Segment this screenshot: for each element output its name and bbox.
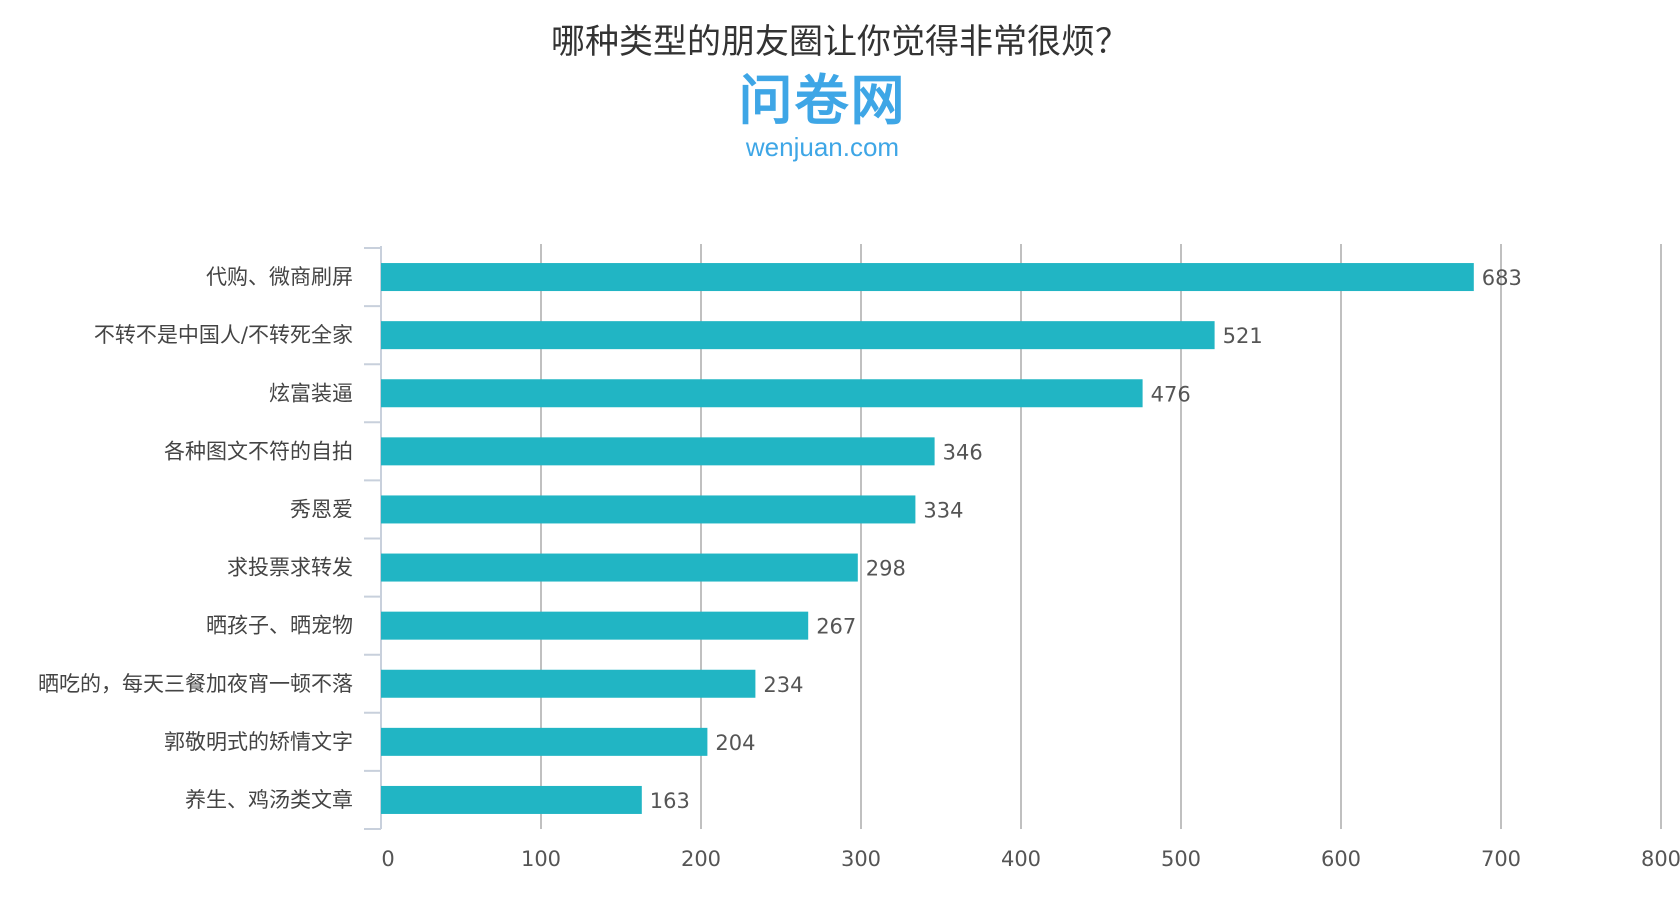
x-tick-label: 100 bbox=[521, 847, 561, 871]
x-tick-label: 700 bbox=[1481, 847, 1521, 871]
category-label: 各种图文不符的自拍 bbox=[164, 439, 353, 463]
bar bbox=[381, 611, 809, 640]
bar bbox=[381, 785, 642, 814]
bar bbox=[381, 437, 935, 466]
data-label: 476 bbox=[1151, 382, 1191, 406]
bar bbox=[381, 669, 756, 698]
x-tick-label: 600 bbox=[1321, 847, 1361, 871]
category-label: 代购、微商刷屏 bbox=[206, 265, 353, 289]
bar bbox=[381, 263, 1474, 292]
x-tick-label: 0 bbox=[381, 847, 394, 871]
chart-title: 哪种类型的朋友圈让你觉得非常很烦？ bbox=[551, 22, 1129, 62]
x-tick-label: 400 bbox=[1001, 847, 1041, 871]
data-label: 334 bbox=[923, 498, 963, 522]
bar bbox=[381, 553, 858, 582]
data-label: 298 bbox=[866, 557, 906, 581]
data-label: 683 bbox=[1482, 266, 1522, 290]
x-tick-label: 200 bbox=[681, 847, 721, 871]
category-label: 晒吃的，每天三餐加夜宵一顿不落 bbox=[38, 672, 353, 696]
bar bbox=[381, 379, 1143, 408]
category-label: 求投票求转发 bbox=[227, 556, 353, 580]
wenjuan-logo: 问卷网 wenjuan.com bbox=[735, 69, 910, 163]
data-label: 267 bbox=[816, 615, 856, 639]
x-tick-label: 300 bbox=[841, 847, 881, 871]
bar bbox=[381, 727, 708, 756]
category-label: 秀恩爱 bbox=[290, 497, 353, 521]
category-label: 郭敬明式的矫情文字 bbox=[164, 730, 353, 754]
category-label: 晒孩子、晒宠物 bbox=[206, 614, 353, 638]
logo-en: wenjuan.com bbox=[745, 132, 900, 162]
bar bbox=[381, 321, 1215, 350]
x-tick-label: 800 bbox=[1641, 847, 1680, 871]
category-label: 炫富装逼 bbox=[269, 381, 353, 405]
data-label: 204 bbox=[715, 731, 755, 755]
category-label: 养生、鸡汤类文章 bbox=[185, 788, 353, 812]
data-label: 521 bbox=[1223, 324, 1263, 348]
bar bbox=[381, 495, 916, 524]
data-label: 346 bbox=[943, 440, 983, 464]
category-label: 不转不是中国人/不转死全家 bbox=[94, 323, 353, 347]
logo-cn: 问卷网 bbox=[738, 69, 907, 132]
x-tick-label: 500 bbox=[1161, 847, 1201, 871]
data-label: 163 bbox=[650, 789, 690, 813]
data-label: 234 bbox=[763, 673, 803, 697]
